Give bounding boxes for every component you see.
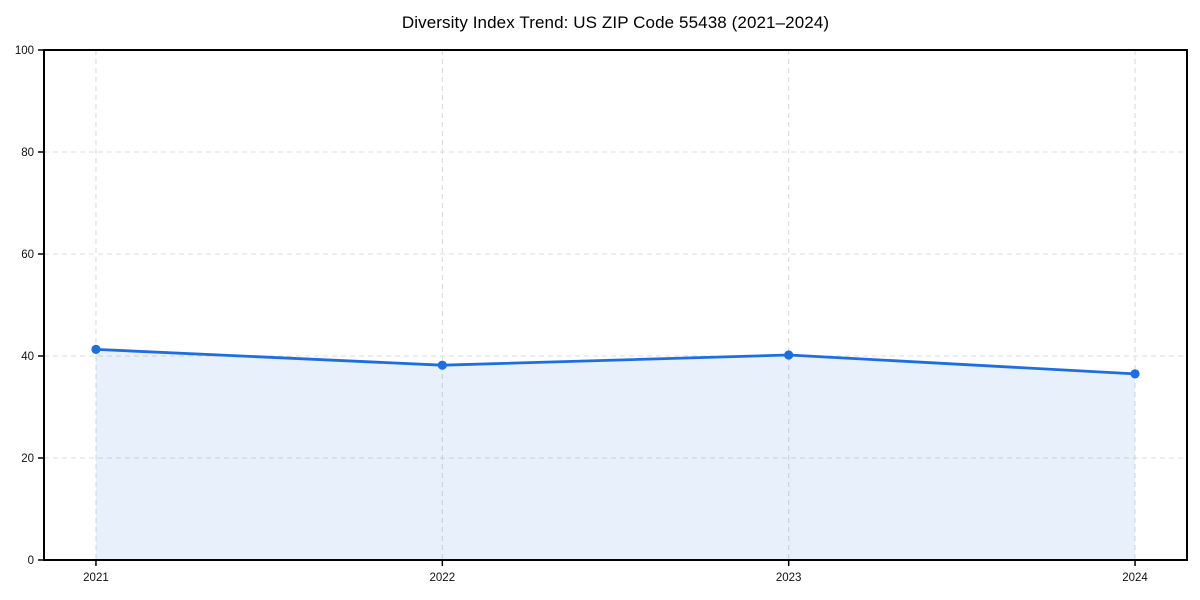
axes-frame: [43, 49, 1188, 561]
y-tick-label-60: 60: [21, 249, 34, 261]
data-point-2022: [437, 360, 447, 370]
y-tick-label-100: 100: [15, 45, 34, 57]
x-tick-label-2024: 2024: [1122, 572, 1148, 584]
y-tick-label-80: 80: [21, 147, 34, 159]
y-tick-label-0: 0: [28, 555, 34, 567]
y-tick-label-40: 40: [21, 351, 34, 363]
chart-title: Diversity Index Trend: US ZIP Code 55438…: [401, 13, 830, 32]
data-point-2024: [1130, 369, 1140, 379]
data-point-2023: [784, 350, 794, 360]
trend-line: [94, 347, 1137, 376]
x-tick-label-2022: 2022: [430, 572, 456, 584]
data-point-2021: [91, 344, 101, 354]
x-tick-label-2021: 2021: [83, 572, 109, 584]
x-tick-label-2023: 2023: [776, 572, 802, 584]
area-fill: [95, 349, 1136, 560]
y-tick-label-20: 20: [21, 453, 34, 465]
